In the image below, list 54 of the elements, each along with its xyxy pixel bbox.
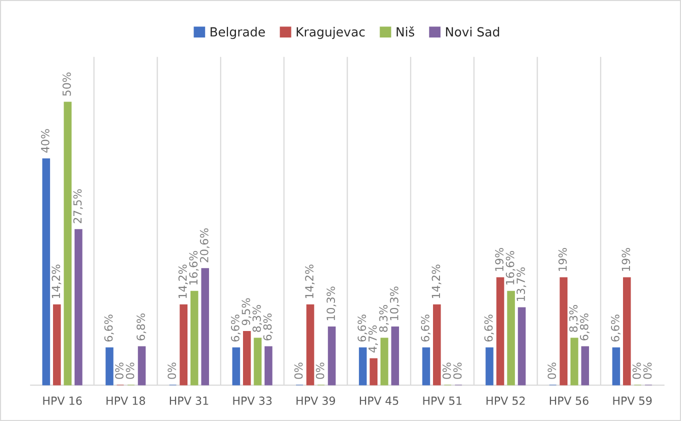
x-tick-label: HPV 51 bbox=[423, 396, 462, 405]
data-label: 0% bbox=[115, 362, 124, 379]
data-label: 0% bbox=[643, 362, 652, 379]
legend-label: Kragujevac bbox=[296, 26, 365, 40]
x-tick-label: HPV 31 bbox=[170, 396, 208, 405]
data-label: 9,5% bbox=[242, 298, 252, 326]
data-label: 0% bbox=[294, 362, 303, 379]
x-tick-label: HPV 45 bbox=[360, 396, 398, 405]
data-label: 19% bbox=[495, 248, 504, 271]
x-tick-label: HPV 18 bbox=[106, 396, 146, 405]
x-tick-label: HPV 59 bbox=[613, 396, 652, 405]
data-label: 14,2% bbox=[305, 264, 315, 298]
data-label: 13,7% bbox=[516, 267, 526, 301]
data-label: 8,3% bbox=[569, 305, 579, 332]
data-label: 0% bbox=[126, 362, 134, 379]
legend-label: Belgrade bbox=[210, 26, 265, 40]
data-label: 20,6% bbox=[200, 228, 210, 262]
x-tick-label: HPV 39 bbox=[296, 396, 336, 405]
data-label: 6,8% bbox=[136, 314, 146, 340]
data-label: 0% bbox=[453, 362, 462, 379]
data-label: 0% bbox=[548, 362, 556, 379]
data-label: 14,2% bbox=[52, 264, 62, 298]
data-label: 14,2% bbox=[178, 264, 188, 298]
data-label: 0% bbox=[168, 362, 176, 379]
data-label: 6,6% bbox=[104, 314, 114, 342]
legend-label: Novi Sad bbox=[446, 26, 500, 37]
data-label: 6,6% bbox=[420, 314, 431, 342]
data-label: 6,6% bbox=[230, 314, 241, 342]
data-label: 16,6% bbox=[189, 250, 199, 284]
data-label: 10,3% bbox=[326, 286, 336, 320]
legend-label: Niš bbox=[396, 26, 414, 37]
data-label: 0% bbox=[442, 362, 451, 379]
data-label: 40% bbox=[40, 129, 50, 153]
data-label: 10,3% bbox=[390, 286, 400, 320]
data-label: 6,6% bbox=[484, 314, 494, 342]
x-tick-label: HPV 52 bbox=[486, 396, 525, 405]
data-label: 19% bbox=[558, 248, 567, 271]
data-label: 6,8% bbox=[580, 314, 590, 340]
data-label: 27,5% bbox=[73, 189, 83, 224]
data-label: 4,7% bbox=[368, 325, 378, 353]
x-tick-label: HPV 33 bbox=[233, 396, 272, 405]
x-tick-label: HPV 16 bbox=[43, 396, 82, 405]
data-label: 14,2% bbox=[432, 264, 442, 298]
data-label: 6,6% bbox=[358, 314, 368, 342]
data-label: 6,6% bbox=[610, 314, 621, 342]
data-label: 8,3% bbox=[252, 305, 262, 332]
data-label: 16,6% bbox=[506, 250, 516, 284]
x-tick-label: HPV 56 bbox=[550, 396, 588, 405]
data-label: 19% bbox=[622, 248, 630, 271]
data-label: 0% bbox=[316, 362, 324, 379]
data-label: 0% bbox=[632, 362, 641, 379]
data-label: 8,3% bbox=[379, 305, 389, 332]
data-label: 6,8% bbox=[263, 314, 273, 340]
data-label: 50% bbox=[62, 72, 71, 96]
